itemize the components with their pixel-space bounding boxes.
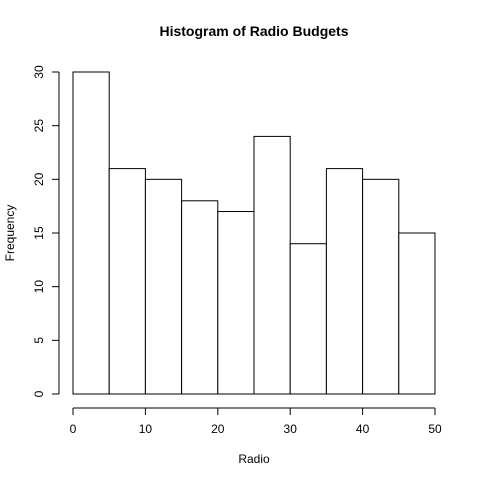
y-tick-label-4: 20 bbox=[32, 172, 46, 186]
bar-8 bbox=[362, 178, 400, 395]
chart-title: Histogram of Radio Budgets bbox=[159, 23, 348, 39]
bar-2 bbox=[144, 178, 183, 395]
bar-6 bbox=[289, 243, 327, 395]
x-tick-label-5: 50 bbox=[428, 422, 442, 436]
bar-7 bbox=[325, 168, 364, 395]
bar-0 bbox=[72, 71, 110, 395]
x-axis-label: Radio bbox=[238, 452, 270, 466]
y-tick-label-1: 5 bbox=[32, 337, 46, 344]
bar-3 bbox=[181, 200, 219, 395]
bar-4 bbox=[217, 211, 255, 395]
x-tick-label-1: 10 bbox=[139, 422, 153, 436]
y-tick-label-6: 30 bbox=[32, 65, 46, 79]
y-tick-label-5: 25 bbox=[32, 119, 46, 133]
y-tick-label-3: 15 bbox=[32, 226, 46, 240]
y-tick-label-2: 10 bbox=[32, 280, 46, 294]
x-tick-label-2: 20 bbox=[211, 422, 225, 436]
bars-group bbox=[72, 71, 436, 395]
bar-9 bbox=[398, 232, 436, 395]
y-tick-label-0: 0 bbox=[32, 390, 46, 397]
x-tick-label-3: 30 bbox=[284, 422, 298, 436]
bar-1 bbox=[108, 168, 146, 395]
x-axis: 0 10 20 30 40 50 bbox=[70, 407, 442, 436]
x-tick-label-4: 40 bbox=[356, 422, 370, 436]
y-axis-label: Frequency bbox=[3, 205, 17, 262]
bar-5 bbox=[253, 135, 291, 395]
y-axis: 0 5 10 15 20 25 30 bbox=[32, 65, 60, 397]
x-tick-label-0: 0 bbox=[70, 422, 77, 436]
